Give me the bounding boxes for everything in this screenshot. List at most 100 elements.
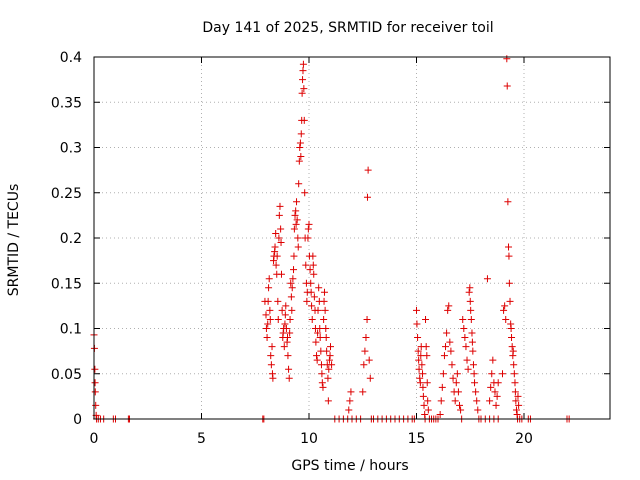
- y-tick-label: 0.4: [60, 50, 82, 66]
- data-point: [328, 361, 336, 369]
- data-point: [292, 220, 300, 228]
- data-point: [511, 379, 519, 387]
- data-point: [274, 315, 282, 323]
- data-point: [91, 379, 99, 387]
- data-point: [308, 302, 316, 310]
- data-point: [470, 370, 478, 378]
- data-point: [298, 89, 306, 97]
- data-point: [324, 374, 332, 382]
- data-point: [504, 198, 512, 206]
- data-point: [280, 343, 288, 351]
- data-point: [278, 306, 286, 314]
- data-point: [488, 370, 496, 378]
- data-point: [325, 356, 333, 364]
- data-point: [468, 338, 476, 346]
- data-point: [422, 343, 430, 351]
- data-point: [413, 320, 421, 328]
- data-point: [449, 374, 457, 382]
- data-point: [514, 392, 522, 400]
- y-tick-label: 0.2: [60, 231, 82, 247]
- data-point: [502, 315, 510, 323]
- y-tick-label: 0: [73, 412, 82, 428]
- data-point: [299, 76, 307, 84]
- data-point: [443, 329, 451, 337]
- y-axis-label: SRMTID / TECUs: [6, 184, 22, 297]
- data-point: [466, 297, 474, 305]
- data-point: [364, 166, 372, 174]
- data-point: [414, 347, 422, 355]
- data-point: [286, 329, 294, 337]
- data-point: [263, 334, 271, 342]
- y-tick-label: 0.25: [51, 186, 82, 202]
- data-point: [319, 383, 327, 391]
- data-point: [452, 379, 460, 387]
- data-point: [267, 361, 275, 369]
- data-point: [315, 284, 323, 292]
- data-point: [415, 365, 423, 373]
- data-point: [309, 252, 317, 260]
- data-point: [301, 189, 309, 197]
- data-point: [472, 388, 480, 396]
- data-point: [463, 356, 471, 364]
- x-tick-label: 15: [408, 431, 426, 447]
- x-tick-label: 20: [515, 431, 533, 447]
- data-point: [293, 198, 301, 206]
- data-point: [473, 397, 481, 405]
- data-point: [508, 334, 516, 342]
- data-point: [446, 338, 454, 346]
- data-point: [509, 347, 517, 355]
- data-point: [448, 361, 456, 369]
- data-point: [314, 329, 322, 337]
- data-point: [288, 284, 296, 292]
- data-point: [460, 325, 468, 332]
- data-point: [290, 252, 298, 260]
- y-tick-label: 0.05: [51, 367, 82, 383]
- y-tick-label: 0.3: [60, 141, 82, 157]
- data-point: [493, 392, 501, 400]
- data-point: [299, 60, 307, 68]
- data-point: [414, 334, 422, 342]
- data-point: [296, 144, 304, 151]
- data-point: [312, 338, 320, 346]
- data-point: [464, 365, 472, 373]
- data-point: [437, 397, 445, 405]
- data-point: [515, 401, 523, 409]
- data-point: [285, 374, 293, 382]
- data-point: [292, 207, 300, 215]
- data-point: [439, 370, 447, 378]
- data-point: [303, 297, 311, 305]
- data-point: [295, 180, 303, 188]
- data-point: [503, 82, 511, 90]
- data-point: [469, 347, 477, 355]
- data-point: [440, 352, 448, 360]
- data-point: [512, 397, 520, 405]
- data-point: [288, 306, 296, 314]
- data-point: [362, 334, 370, 342]
- data-point: [321, 306, 329, 314]
- tick-labels: 0 0.05 0.1 0.15 0.2 0.25 0.3 0.35 0.4 0 5 10 15 20: [51, 50, 533, 447]
- data-point: [310, 293, 318, 301]
- data-point: [275, 234, 283, 242]
- data-point: [419, 392, 427, 400]
- data-point: [310, 270, 318, 278]
- data-point: [492, 401, 500, 409]
- data-point: [286, 315, 294, 323]
- data-point: [277, 270, 285, 278]
- data-point: [489, 356, 497, 364]
- x-axis-label: GPS time / hours: [291, 458, 408, 474]
- data-point: [327, 343, 334, 351]
- data-point: [447, 347, 455, 355]
- data-point: [264, 320, 272, 328]
- data-point: [308, 315, 316, 323]
- data-point: [273, 252, 281, 260]
- data-point: [276, 202, 284, 210]
- data-point: [347, 388, 355, 396]
- data-point: [346, 397, 354, 405]
- data-point: [512, 406, 520, 414]
- data-point: [436, 410, 444, 418]
- data-point: [285, 365, 293, 373]
- data-point: [467, 306, 475, 314]
- data-point: [360, 361, 368, 369]
- data-point: [290, 225, 298, 233]
